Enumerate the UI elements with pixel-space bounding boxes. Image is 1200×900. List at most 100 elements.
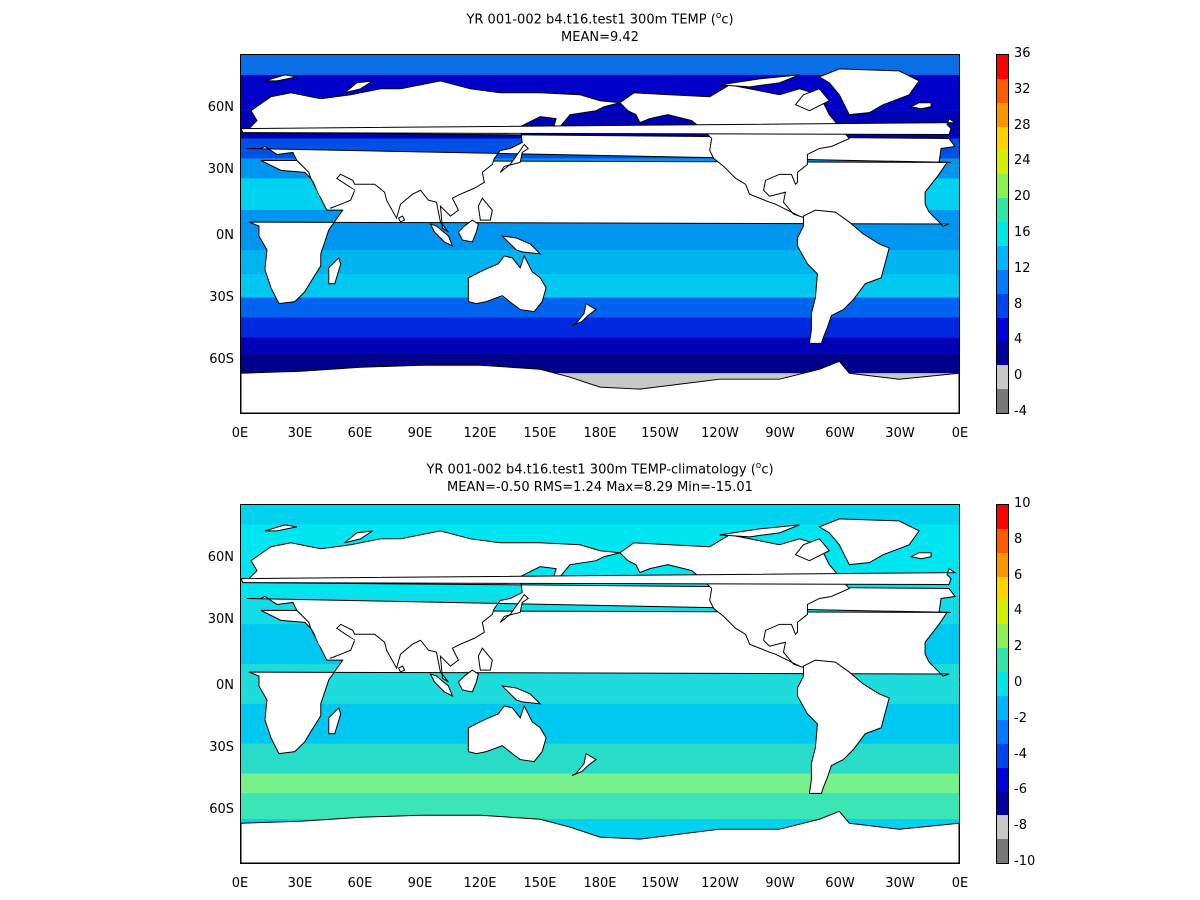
latitude-tick-label: 60N xyxy=(207,550,234,565)
longitude-tick-label: 90E xyxy=(407,876,433,891)
landmass-europe-asia xyxy=(243,80,956,233)
panel-title: YR 001-002 b4.t16.test1 300m TEMP (oc) xyxy=(466,11,734,28)
landmass-new-guinea xyxy=(500,685,542,705)
colorbar-tick-label: 0 xyxy=(1014,675,1023,690)
longitude-tick-label: 120W xyxy=(701,426,739,441)
colorbar-tick-label: 8 xyxy=(1014,531,1023,547)
ocean-band xyxy=(241,773,959,794)
landmass-arctic-islands xyxy=(719,74,800,88)
colorbar-tick-label: -4 xyxy=(1014,404,1027,419)
ocean-band xyxy=(241,317,959,338)
landmass-philippines xyxy=(477,647,493,671)
landmass-baffin xyxy=(794,538,831,562)
colorbar-segment xyxy=(997,576,1008,601)
longitude-tick-label: 0E xyxy=(951,426,969,441)
longitude-tick-label: 180E xyxy=(583,876,617,891)
longitude-tick-label: 150E xyxy=(523,426,557,441)
ocean-band xyxy=(241,337,959,354)
colorbar-segment xyxy=(997,126,1008,151)
colorbar-tick-label: 20 xyxy=(1014,189,1031,205)
longitude-tick-label: 90E xyxy=(407,426,433,441)
panel-title: YR 001-002 b4.t16.test1 300m TEMP-climat… xyxy=(426,461,774,478)
landmass-new-guinea xyxy=(500,235,542,255)
colorbar-segment xyxy=(997,78,1008,104)
colorbar-segment xyxy=(997,552,1008,578)
colorbar-segment xyxy=(997,600,1008,625)
latitude-tick-label: 30N xyxy=(207,162,234,177)
landmass-antarctica xyxy=(241,810,959,863)
colorbar-segment xyxy=(997,55,1008,80)
landmass-australia xyxy=(467,704,547,763)
landmass-greenland xyxy=(818,518,920,566)
colorbar xyxy=(996,504,1009,864)
longitude-tick-label: 0E xyxy=(231,426,249,441)
world-map xyxy=(241,55,959,413)
colorbar-tick-label: -2 xyxy=(1014,710,1027,726)
colorbar-segment xyxy=(997,791,1008,816)
landmass-europe-asia xyxy=(243,530,956,683)
colorbar-segment xyxy=(997,341,1008,366)
colorbar-segment xyxy=(997,269,1008,295)
panel-stats: MEAN=9.42 xyxy=(561,30,639,45)
latitude-tick-label: 0N xyxy=(216,678,234,693)
longitude-tick-label: 30W xyxy=(885,426,915,441)
colorbar-segment xyxy=(997,648,1008,673)
latitude-tick-label: 60S xyxy=(209,802,234,817)
landmass-borneo xyxy=(457,669,479,693)
longitude-tick-label: 150W xyxy=(641,426,679,441)
panel-absolute-temperature: YR 001-002 b4.t16.test1 300m TEMP (oc) M… xyxy=(207,11,1031,441)
ocean-band xyxy=(241,249,959,274)
colorbar-segment xyxy=(997,505,1008,530)
colorbar-segment xyxy=(997,767,1008,792)
colorbar-tick-label: 8 xyxy=(1014,296,1023,312)
landmass-madagascar xyxy=(328,706,342,735)
colorbar-segment xyxy=(997,174,1008,199)
ocean-band xyxy=(241,273,959,298)
longitude-tick-label: 30E xyxy=(287,426,313,441)
longitude-tick-label: 150W xyxy=(641,876,679,891)
landmass-sri-lanka xyxy=(397,665,406,673)
latitude-tick-label: 30S xyxy=(209,290,234,305)
longitude-tick-label: 60E xyxy=(347,426,373,441)
map-frame xyxy=(240,504,960,864)
landmass-baffin xyxy=(794,88,831,112)
landmass-sumatra xyxy=(429,673,454,697)
longitude-tick-label: 180E xyxy=(583,426,617,441)
colorbar-tick-label: 32 xyxy=(1014,81,1031,97)
colorbar-segment xyxy=(997,150,1008,175)
landmass-svalbard xyxy=(264,524,297,532)
latitude-tick-label: 60N xyxy=(207,100,234,115)
colorbar-segment xyxy=(997,672,1008,697)
landmass-south-america xyxy=(796,209,890,344)
colorbar-segment xyxy=(997,317,1008,342)
panel-temperature-anomaly: YR 001-002 b4.t16.test1 300m TEMP-climat… xyxy=(0,450,1200,900)
colorbar-tick-label: 4 xyxy=(1014,603,1023,619)
longitude-tick-label: 0E xyxy=(231,876,249,891)
landmass-greenland xyxy=(818,68,920,116)
landmass-iceland xyxy=(909,102,932,110)
longitude-tick-label: 90W xyxy=(765,876,795,891)
longitude-tick-label: 60W xyxy=(825,876,855,891)
longitude-tick-label: 120W xyxy=(701,876,739,891)
longitude-tick-label: 30E xyxy=(287,876,313,891)
colorbar-tick-label: -8 xyxy=(1014,818,1027,834)
colorbar-tick-label: 4 xyxy=(1014,332,1023,348)
colorbar-segment xyxy=(997,624,1008,649)
colorbar-tick-label: -10 xyxy=(1014,854,1036,869)
landmass-philippines xyxy=(477,197,493,221)
landmass-madagascar xyxy=(328,256,342,285)
colorbar-tick-label: 16 xyxy=(1014,225,1031,240)
landmass-australia xyxy=(467,254,547,313)
world-map xyxy=(241,505,959,863)
latitude-tick-label: 30S xyxy=(209,740,234,755)
colorbar-tick-label: 36 xyxy=(1014,46,1031,61)
latitude-tick-label: 0N xyxy=(216,228,234,243)
colorbar-tick-label: 10 xyxy=(1014,496,1031,511)
ocean-band xyxy=(241,297,959,318)
colorbar-segment xyxy=(997,389,1008,414)
landmass-arctic-islands xyxy=(719,524,800,538)
latitude-tick-label: 30N xyxy=(207,612,234,627)
landmass-new-zealand xyxy=(571,302,597,326)
colorbar-tick-label: 12 xyxy=(1014,260,1031,276)
colorbar-segment xyxy=(997,839,1008,864)
